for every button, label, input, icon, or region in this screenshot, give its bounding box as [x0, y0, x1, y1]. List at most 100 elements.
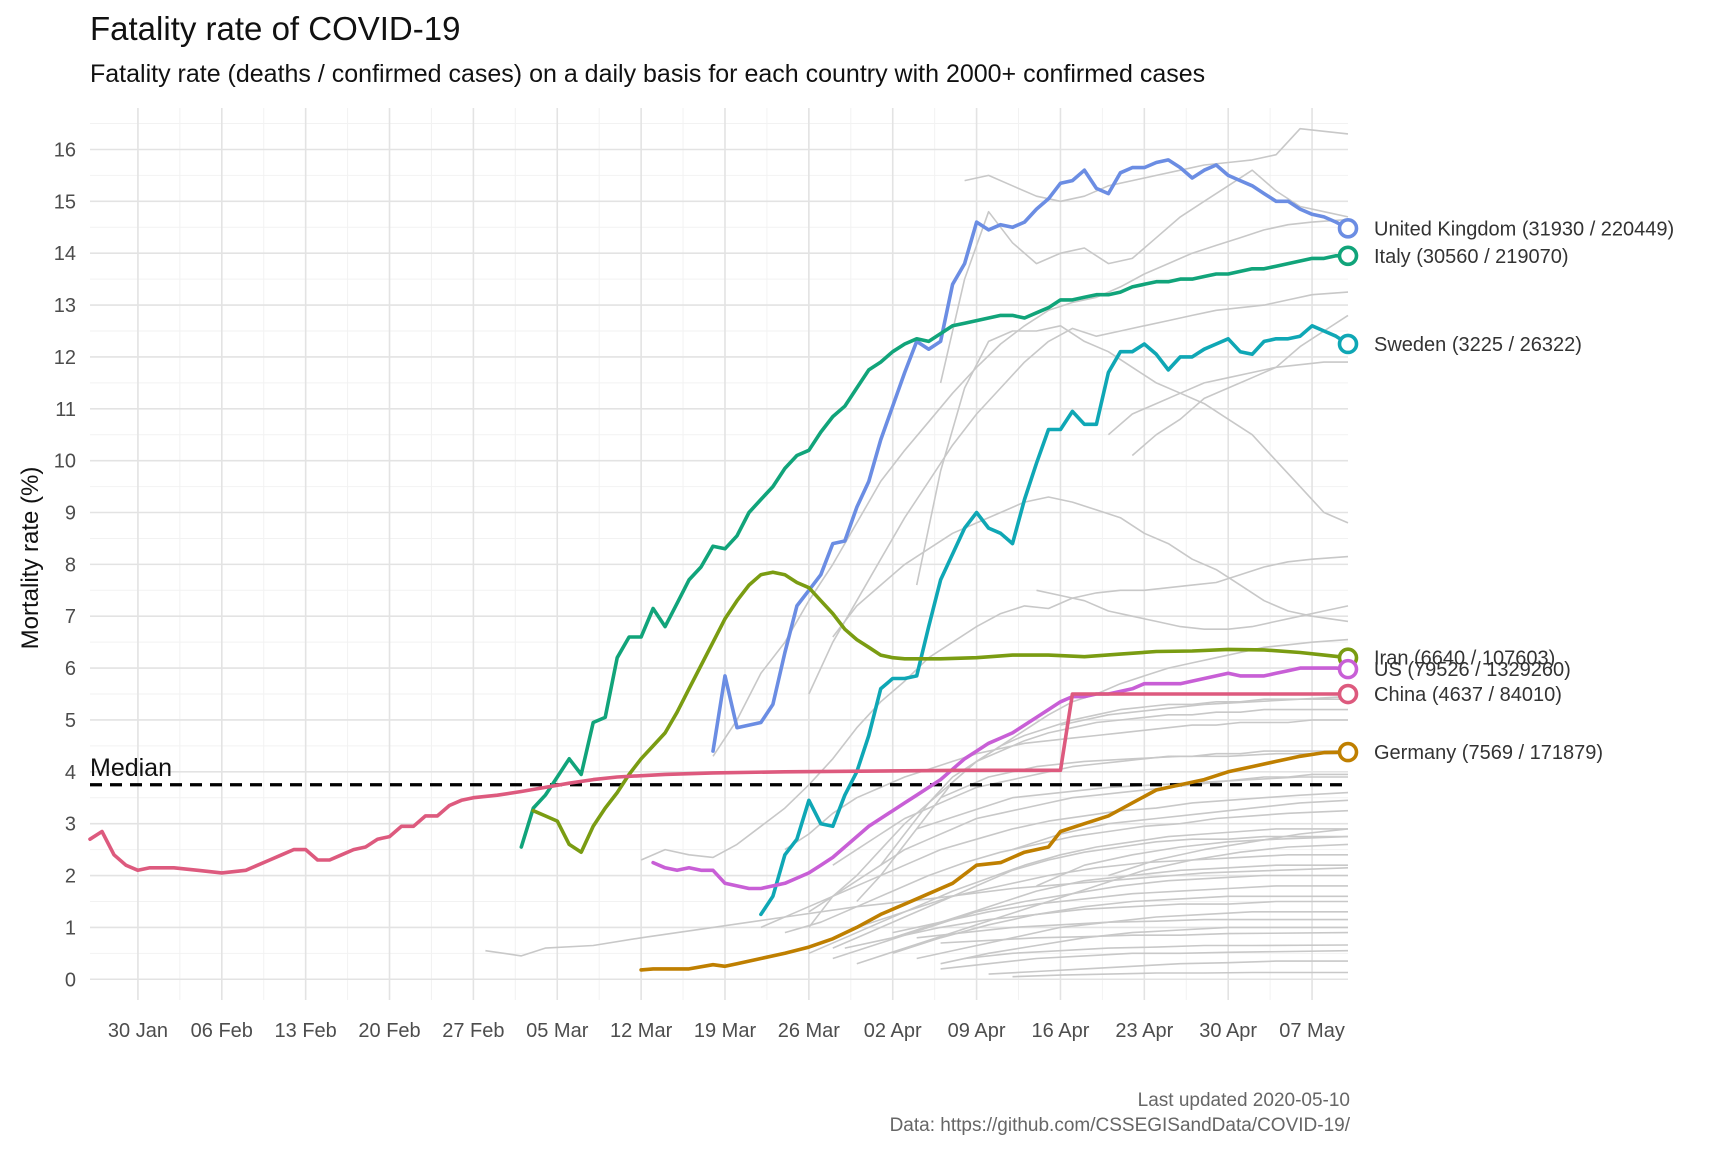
background-country-line — [892, 885, 1348, 934]
y-tick-label: 15 — [54, 191, 76, 213]
y-tick-label: 13 — [54, 295, 76, 317]
chart-subtitle: Fatality rate (deaths / confirmed cases)… — [90, 60, 1206, 88]
y-tick-label: 6 — [65, 658, 76, 680]
series-label-sweden: Sweden (3225 / 26322) — [1374, 334, 1582, 356]
background-country-line — [856, 854, 1348, 929]
series-label-iran: Iran (6640 / 107603) — [1374, 648, 1555, 670]
background-country-line — [964, 127, 1349, 203]
data-source-text: Data: https://github.com/CSSEGISandData/… — [889, 1115, 1350, 1136]
series-end-point-china — [1337, 683, 1359, 705]
background-country-line — [940, 949, 1349, 970]
series-end-point-us — [1337, 658, 1359, 680]
highlighted-series — [88, 158, 1359, 972]
y-tick-label: 3 — [65, 814, 76, 836]
y-tick-label: 1 — [65, 917, 76, 939]
background-country-line — [712, 218, 1349, 757]
background-country-line — [640, 555, 1349, 861]
background-country-line — [1107, 361, 1348, 436]
background-country-line — [832, 874, 1348, 960]
background-country-line — [964, 944, 1349, 960]
series-end-point-sweden — [1337, 333, 1359, 355]
background-country-line — [940, 752, 1348, 799]
background-country-line — [940, 926, 1348, 965]
chart-title: Fatality rate of COVID-19 — [90, 10, 461, 47]
y-tick-label: 5 — [65, 710, 76, 732]
x-tick-label: 07 May — [1279, 1020, 1345, 1042]
background-country-line — [832, 835, 1348, 949]
x-tick-label: 13 Feb — [275, 1020, 337, 1042]
series-line-us — [651, 666, 1350, 891]
x-tick-label: 30 Jan — [108, 1020, 168, 1042]
x-tick-label: 27 Feb — [442, 1020, 504, 1042]
series-label-united-kingdom: United Kingdom (31930 / 220449) — [1374, 218, 1674, 240]
y-tick-label: 9 — [65, 503, 76, 525]
last-updated-text: Last updated 2020-05-10 — [1137, 1090, 1350, 1111]
background-country-line — [1036, 835, 1349, 887]
series-label-italy: Italy (30560 / 219070) — [1374, 246, 1569, 268]
series-line-sweden — [759, 324, 1350, 917]
background-country-line — [844, 900, 1348, 949]
background-country-line — [808, 291, 1349, 695]
background-country-line — [892, 864, 1348, 939]
background-country-line — [1012, 971, 1348, 978]
background-country-line — [808, 773, 1348, 913]
series-label-germany: Germany (7569 / 171879) — [1374, 742, 1603, 764]
median-layer: Median — [90, 754, 1348, 787]
x-tick-label: 20 Feb — [358, 1020, 420, 1042]
background-country-line — [940, 931, 1349, 944]
y-tick-label: 10 — [54, 451, 76, 473]
background-country-line — [916, 918, 1348, 939]
background-country-line — [1060, 695, 1349, 726]
background-country-line — [1108, 828, 1349, 877]
background-country-line — [939, 169, 1349, 384]
x-tick-label: 26 Mar — [778, 1020, 841, 1042]
series-label-us: US (79526 / 1329260) — [1374, 659, 1571, 681]
series-end-point-united-kingdom — [1337, 218, 1359, 239]
series-line-iran — [531, 570, 1350, 854]
background-country-line — [915, 325, 1349, 586]
x-tick-label: 06 Feb — [191, 1020, 253, 1042]
background-country-line — [832, 496, 1349, 638]
y-tick-label: 0 — [65, 969, 76, 991]
background-country-line — [988, 960, 1348, 975]
x-tick-label: 16 Apr — [1032, 1020, 1090, 1042]
y-tick-label: 16 — [54, 139, 76, 161]
median-label: Median — [90, 754, 172, 782]
background-country-line — [856, 843, 1349, 965]
x-axis-ticks: 30 Jan 06 Feb 13 Feb 20 Feb 27 Feb 05 Mar 12 M… — [108, 1020, 1345, 1042]
y-axis-title: Mortality rate (%) — [17, 467, 44, 650]
series-line-germany — [639, 750, 1350, 972]
x-tick-label: 23 Apr — [1115, 1020, 1173, 1042]
series-line-italy — [519, 254, 1350, 849]
y-tick-label: 11 — [55, 399, 76, 421]
background-country-line — [1131, 314, 1349, 457]
series-end-point-italy — [1337, 245, 1359, 267]
background-country-line — [760, 791, 1349, 929]
background-country-line — [1036, 589, 1349, 630]
grid — [90, 108, 1348, 1000]
y-tick-label: 7 — [65, 606, 76, 628]
y-tick-label: 8 — [65, 554, 76, 576]
x-tick-label: 19 Mar — [694, 1020, 757, 1042]
x-tick-label: 09 Apr — [948, 1020, 1006, 1042]
series-end-point-germany — [1337, 741, 1359, 763]
series-line-china — [88, 692, 1350, 875]
series-label-china: China (4637 / 84010) — [1374, 684, 1562, 706]
y-tick-label: 4 — [65, 762, 76, 784]
x-tick-label: 05 Mar — [526, 1020, 589, 1042]
background-country-line — [832, 750, 1348, 866]
background-country-line — [856, 698, 1348, 903]
end-labels: United Kingdom (31930 / 220449) Italy (30… — [1374, 218, 1674, 764]
background-country-line — [808, 828, 1348, 955]
background-country-line — [784, 719, 1348, 851]
background-country-line — [892, 895, 1348, 955]
background-country-line — [880, 708, 1348, 866]
y-tick-label: 14 — [54, 243, 76, 265]
y-tick-label: 12 — [54, 347, 76, 369]
background-country-line — [1012, 799, 1349, 851]
x-tick-label: 02 Apr — [864, 1020, 922, 1042]
x-tick-label: 12 Mar — [610, 1020, 673, 1042]
caption: Last updated 2020-05-10 Data: https://gi… — [890, 1088, 1350, 1138]
